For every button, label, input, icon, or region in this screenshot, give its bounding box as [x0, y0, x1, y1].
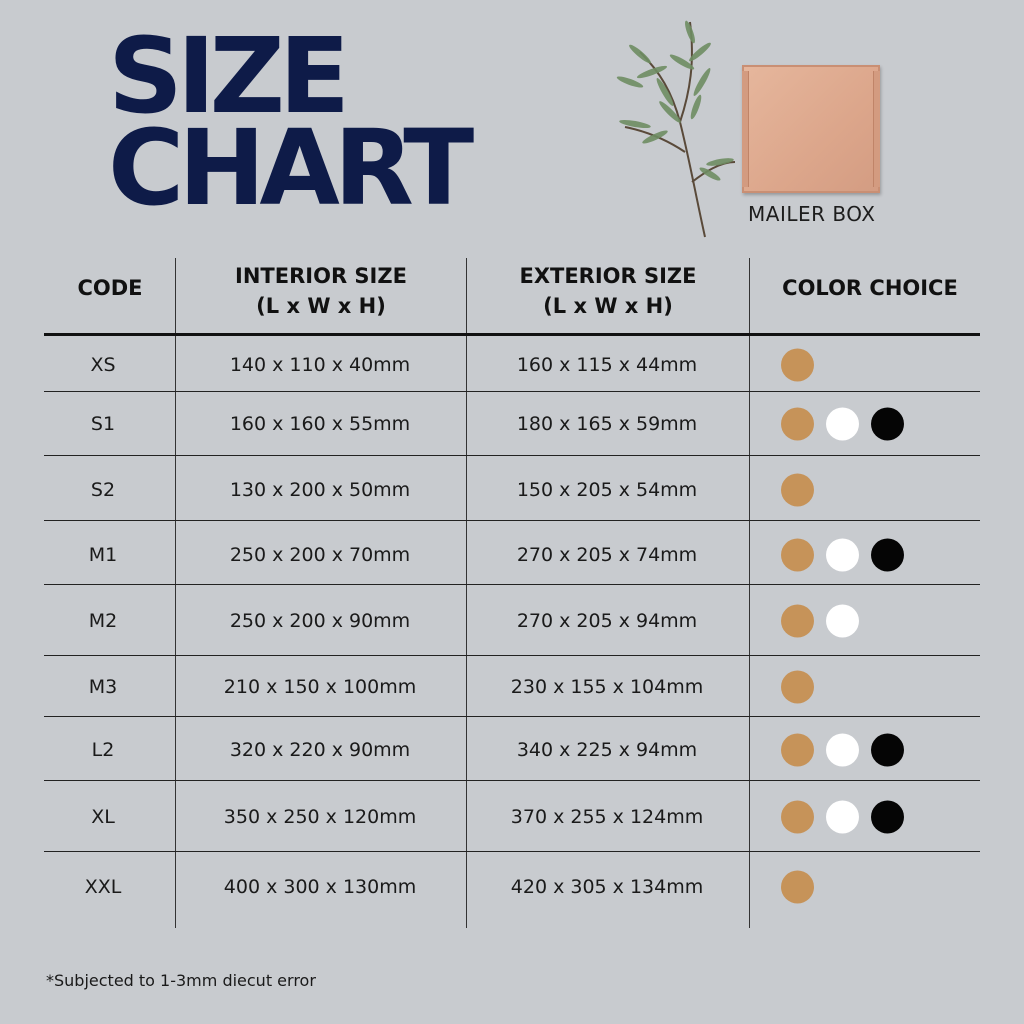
- row-interior-size: 160 x 160 x 55mm: [229, 413, 411, 435]
- color-swatch-white: [826, 733, 859, 767]
- color-swatch-white: [826, 407, 859, 441]
- mailer-box-image: [742, 65, 880, 193]
- title-line-1: SIZE: [108, 15, 350, 137]
- header-divider: [44, 333, 980, 336]
- row-code: XXL: [84, 876, 122, 898]
- color-swatch-kraft: [781, 604, 814, 638]
- row-interior-size: 320 x 220 x 90mm: [229, 739, 411, 761]
- color-swatch-kraft: [781, 733, 814, 767]
- row-divider: [44, 455, 980, 456]
- row-code: M2: [88, 610, 118, 632]
- row-divider: [44, 716, 980, 717]
- row-divider: [44, 655, 980, 656]
- row-code: XS: [90, 354, 116, 376]
- row-divider: [44, 391, 980, 392]
- title-line-2: CHART: [108, 107, 474, 229]
- color-swatch-black: [871, 407, 904, 441]
- color-swatch-black: [871, 800, 904, 834]
- row-exterior-size: 160 x 115 x 44mm: [516, 354, 698, 376]
- row-code: S1: [90, 413, 116, 435]
- color-swatch-kraft: [781, 538, 814, 572]
- column-divider: [749, 258, 750, 928]
- header-interior-size: INTERIOR SIZE (L x W x H): [235, 264, 407, 318]
- row-exterior-size: 180 x 165 x 59mm: [516, 413, 698, 435]
- row-interior-size: 400 x 300 x 130mm: [223, 876, 417, 898]
- column-divider: [175, 258, 176, 928]
- color-swatch-white: [826, 800, 859, 834]
- row-divider: [44, 851, 980, 852]
- row-code: M3: [88, 676, 118, 698]
- row-interior-size: 350 x 250 x 120mm: [223, 806, 417, 828]
- row-divider: [44, 584, 980, 585]
- footnote: *Subjected to 1-3mm diecut error: [46, 971, 316, 990]
- row-code: L2: [91, 739, 115, 761]
- color-swatch-white: [826, 604, 859, 638]
- color-swatch-black: [871, 538, 904, 572]
- row-exterior-size: 230 x 155 x 104mm: [510, 676, 704, 698]
- row-code: XL: [91, 806, 115, 828]
- color-swatch-kraft: [781, 348, 814, 382]
- row-interior-size: 130 x 200 x 50mm: [229, 479, 411, 501]
- header-color-choice: COLOR CHOICE: [782, 276, 958, 300]
- row-divider: [44, 520, 980, 521]
- row-exterior-size: 370 x 255 x 124mm: [510, 806, 704, 828]
- mailer-box-label: MAILER BOX: [748, 202, 876, 226]
- row-divider: [44, 780, 980, 781]
- color-swatch-black: [871, 733, 904, 767]
- color-swatch-kraft: [781, 800, 814, 834]
- row-interior-size: 250 x 200 x 90mm: [229, 610, 411, 632]
- column-divider: [466, 258, 467, 928]
- row-interior-size: 250 x 200 x 70mm: [229, 544, 411, 566]
- row-exterior-size: 340 x 225 x 94mm: [516, 739, 698, 761]
- row-code: S2: [90, 479, 116, 501]
- row-code: M1: [88, 544, 118, 566]
- color-swatch-kraft: [781, 473, 814, 507]
- color-swatch-kraft: [781, 870, 814, 904]
- row-exterior-size: 270 x 205 x 94mm: [516, 610, 698, 632]
- color-swatch-kraft: [781, 407, 814, 441]
- row-interior-size: 140 x 110 x 40mm: [229, 354, 411, 376]
- header-exterior-size: EXTERIOR SIZE (L x W x H): [519, 264, 697, 318]
- row-exterior-size: 270 x 205 x 74mm: [516, 544, 698, 566]
- header-code: CODE: [77, 276, 143, 300]
- page-title: SIZE CHART: [108, 15, 474, 229]
- row-exterior-size: 420 x 305 x 134mm: [510, 876, 704, 898]
- row-interior-size: 210 x 150 x 100mm: [223, 676, 417, 698]
- row-exterior-size: 150 x 205 x 54mm: [516, 479, 698, 501]
- color-swatch-kraft: [781, 670, 814, 704]
- color-swatch-white: [826, 538, 859, 572]
- plant-illustration: [616, 20, 736, 238]
